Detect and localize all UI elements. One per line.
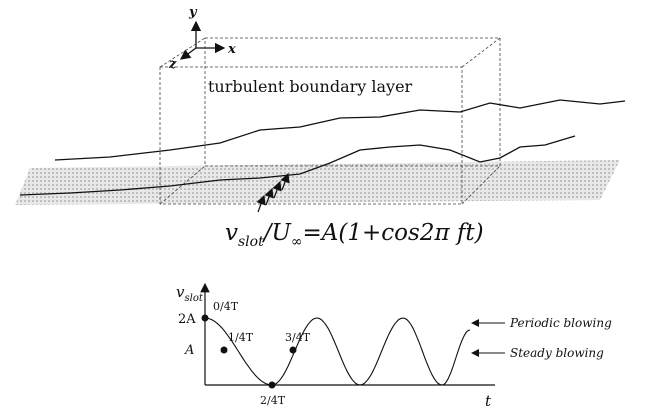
equation: vslot/U∞=A(1+cos2π ft) <box>225 220 484 250</box>
phase-label: 1/4T <box>228 331 254 344</box>
plot-x-label: t <box>485 392 492 410</box>
legend-arrows <box>471 319 505 357</box>
level-label: 2A <box>178 312 196 327</box>
phase-label: 0/4T <box>213 300 239 313</box>
plot-y-label-part: slot <box>184 293 203 304</box>
equation-part: slot <box>238 234 264 250</box>
slot-jets <box>256 172 290 213</box>
phase-dots <box>201 314 297 389</box>
wall-plane <box>15 160 620 205</box>
equation-part: /U <box>262 220 293 246</box>
bl-inner <box>19 135 576 196</box>
domain-box <box>159 37 501 205</box>
plot-y-label: vslot <box>176 283 204 304</box>
legend-label: Steady blowing <box>510 346 604 360</box>
axis-label: y <box>188 5 198 20</box>
equation-part: ∞ <box>291 234 303 250</box>
axis-label: x <box>227 42 236 57</box>
coordinate-axes <box>179 20 226 60</box>
phase-label: 2/4T <box>260 394 286 407</box>
level-label: A <box>184 343 194 358</box>
axis-label: z <box>168 57 177 72</box>
bl-edge <box>54 99 626 161</box>
phase-label: 3/4T <box>285 331 311 344</box>
periodic-wave <box>204 317 471 386</box>
plot-axes <box>200 282 495 386</box>
equation-part: =A(1+cos2π ft) <box>303 220 484 246</box>
box-label: turbulent boundary layer <box>208 77 413 96</box>
plot-y-label-part: v <box>176 283 185 301</box>
legend-label: Periodic blowing <box>509 316 612 330</box>
equation-part: v <box>225 220 238 246</box>
